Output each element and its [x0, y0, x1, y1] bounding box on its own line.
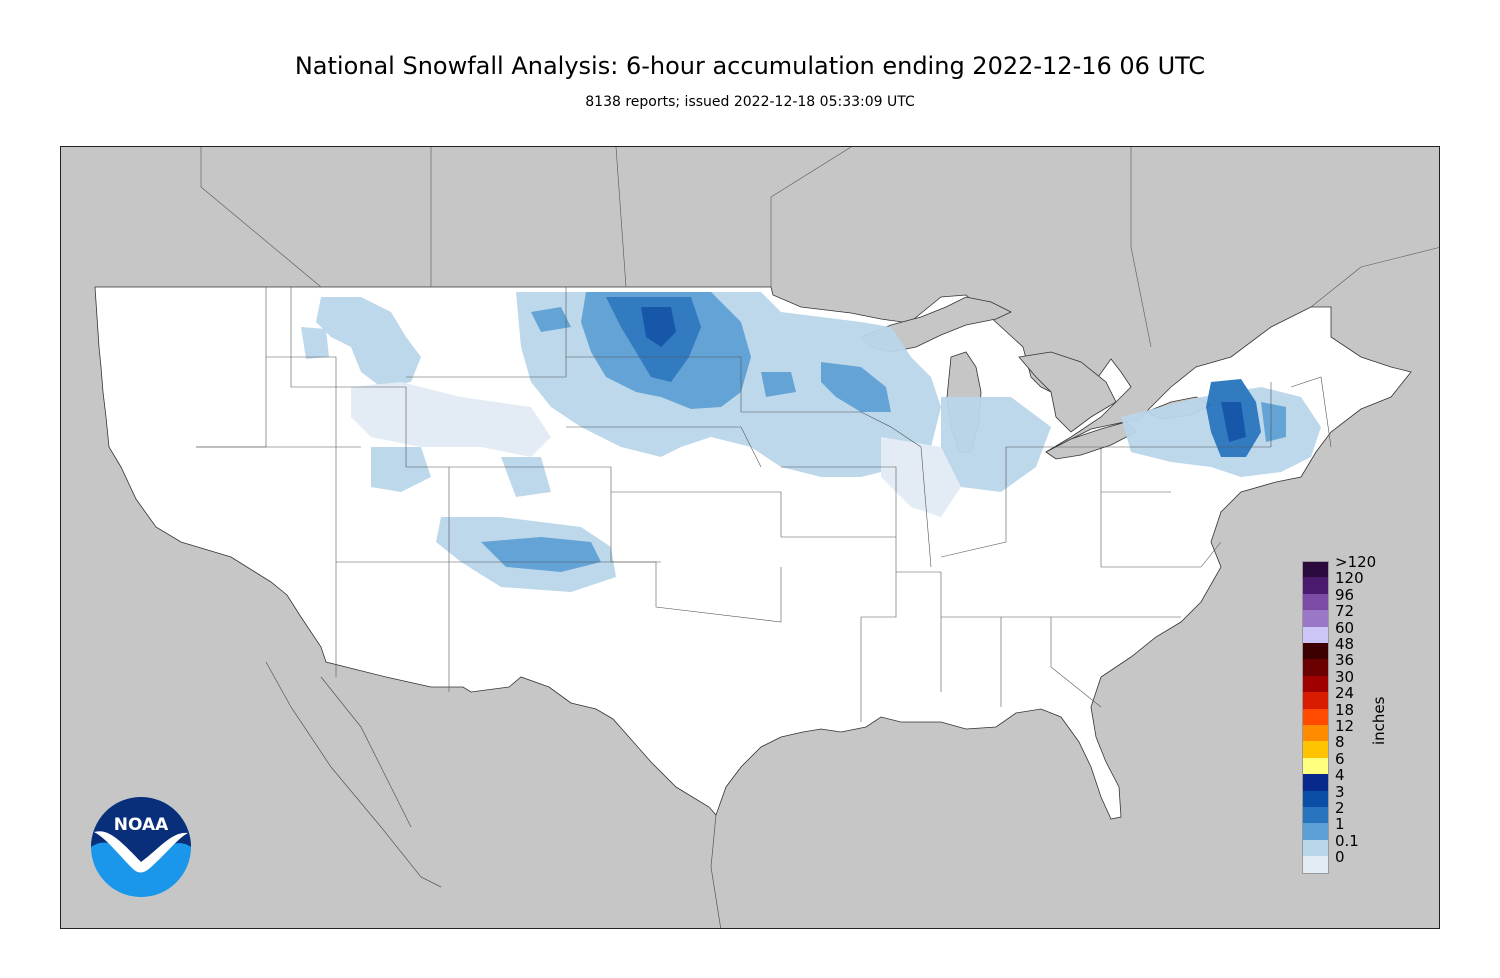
legend-label-4: 60 [1335, 618, 1355, 637]
legend-label-17: 0.1 [1335, 831, 1359, 850]
legend-label-13: 4 [1335, 766, 1345, 785]
legend-label-1: 120 [1335, 569, 1364, 588]
map-subtitle: 8138 reports; issued 2022-12-18 05:33:09… [585, 94, 915, 110]
legend-swatch-17 [1302, 839, 1329, 857]
legend-swatch-0 [1302, 561, 1329, 578]
legend-label-7: 30 [1335, 667, 1355, 686]
legend-label-6: 36 [1335, 651, 1355, 670]
legend-label-15: 2 [1335, 799, 1345, 817]
legend-label-16: 1 [1335, 815, 1345, 834]
legend-swatch-7 [1302, 675, 1329, 693]
legend-units: inches [1370, 696, 1388, 745]
snowfall-map[interactable] [60, 146, 1440, 929]
legend-swatch-2 [1302, 593, 1329, 611]
legend-label-8: 24 [1335, 684, 1355, 703]
legend-swatch-8 [1302, 692, 1329, 709]
legend-swatch-18 [1302, 856, 1329, 873]
legend-label-12: 6 [1335, 749, 1345, 768]
legend-label-5: 48 [1335, 635, 1355, 653]
snowfall-shading [301, 292, 1321, 592]
legend-swatch-6 [1302, 659, 1329, 676]
legend-label-18: 0 [1335, 848, 1345, 867]
legend-swatch-1 [1302, 577, 1329, 594]
legend-label-11: 8 [1335, 733, 1345, 752]
legend-swatch-16 [1302, 823, 1329, 840]
canada-borders [200, 147, 1439, 348]
legend-swatch-9 [1302, 708, 1329, 725]
legend-swatch-15 [1302, 807, 1329, 824]
legend-swatch-14 [1302, 790, 1329, 807]
legend-label-3: 72 [1335, 602, 1355, 621]
legend-label-0: >120 [1335, 553, 1377, 571]
map-title: National Snowfall Analysis: 6-hour accum… [294, 52, 1206, 80]
legend-label-10: 12 [1335, 717, 1355, 735]
state-borders [196, 287, 1332, 722]
legend-label-2: 96 [1335, 585, 1355, 604]
legend-swatch-10 [1302, 725, 1329, 742]
legend-label-9: 18 [1335, 700, 1355, 719]
legend-swatch-4 [1302, 626, 1329, 643]
legend-swatch-11 [1302, 741, 1329, 758]
legend-swatch-5 [1302, 643, 1329, 660]
lake-huron [1018, 351, 1117, 433]
legend-swatch-12 [1302, 757, 1329, 775]
mexico-coast [265, 661, 722, 928]
legend-label-14: 3 [1335, 782, 1345, 801]
legend-swatch-3 [1302, 610, 1329, 627]
noaa-logo-text: NOAA [114, 815, 169, 835]
noaa-logo-icon: NOAA [91, 797, 191, 897]
legend-swatch-13 [1302, 774, 1329, 791]
